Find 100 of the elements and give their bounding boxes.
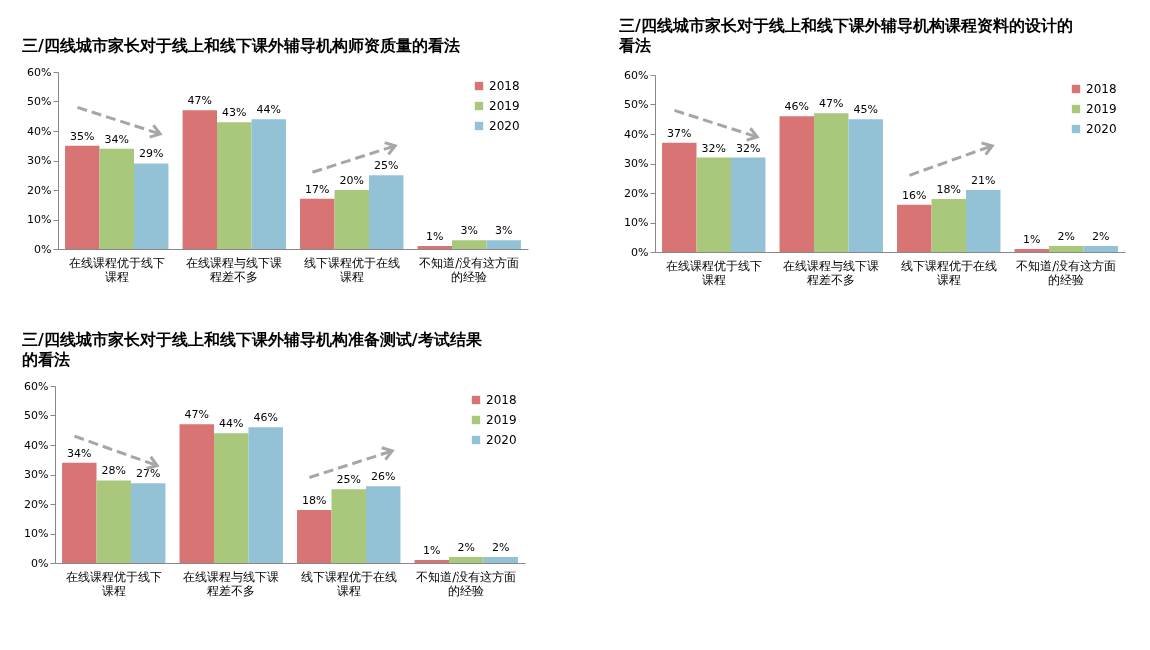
bar	[814, 113, 849, 252]
y-tick-label: 0%	[631, 245, 649, 259]
bar	[483, 557, 518, 563]
data-label: 43%	[222, 106, 247, 120]
bar	[217, 122, 252, 249]
bar	[365, 486, 401, 563]
y-tick-label: 60%	[624, 68, 649, 82]
x-tick-label: 线下课程优于在线课程	[300, 569, 397, 598]
bar	[417, 246, 453, 249]
data-label: 2%	[1091, 230, 1110, 244]
data-label: 3%	[494, 224, 513, 238]
bar	[486, 240, 521, 249]
x-tick-label: 在线课程优于线下课程	[665, 258, 762, 287]
legend-label: 2019	[486, 413, 517, 427]
x-tick-label: 线下课程优于在线课程	[900, 258, 997, 287]
bar	[62, 462, 97, 563]
x-tick-label: 在线课程与线下课程差不多	[183, 569, 280, 598]
data-label: 34%	[67, 446, 92, 460]
bar	[99, 148, 134, 249]
y-tick-label: 0%	[34, 242, 52, 256]
bar	[214, 433, 249, 563]
bar	[179, 424, 215, 563]
data-label: 18%	[302, 493, 327, 507]
bar	[65, 145, 100, 249]
legend-label: 2020	[1086, 122, 1117, 136]
data-label: 32%	[735, 141, 761, 155]
x-tick-label: 不知道/没有这方面的经验	[419, 255, 520, 284]
legend-label: 2020	[489, 119, 520, 133]
data-label: 26%	[370, 470, 396, 484]
bar	[297, 509, 332, 563]
data-label: 27%	[135, 467, 161, 481]
data-label: 37%	[667, 126, 692, 140]
bar	[331, 489, 366, 563]
y-tick-label: 50%	[24, 409, 49, 422]
bar	[897, 204, 932, 252]
y-tick-label: 50%	[624, 98, 649, 111]
data-label: 17%	[305, 182, 330, 196]
bar	[368, 175, 404, 249]
data-label: 18%	[936, 182, 961, 196]
data-label: 47%	[184, 408, 210, 422]
bar	[251, 119, 286, 249]
y-tick-label: 20%	[24, 497, 49, 511]
bar	[130, 483, 166, 563]
data-label: 25%	[373, 159, 399, 173]
data-label: 32%	[701, 141, 726, 155]
data-label: 1%	[423, 544, 441, 558]
bar	[931, 198, 966, 252]
data-label: 2%	[1057, 230, 1075, 244]
legend-label: 2018	[486, 393, 517, 407]
bar	[334, 190, 369, 249]
x-tick-label: 在线课程优于线下课程	[68, 255, 165, 284]
data-label: 44%	[219, 417, 244, 431]
y-tick-label: 60%	[27, 65, 52, 79]
bar	[449, 557, 484, 563]
bar	[1014, 249, 1050, 252]
y-tick-label: 40%	[624, 127, 649, 141]
legend-label: 2019	[489, 99, 520, 113]
data-label: 45%	[853, 103, 878, 117]
bar	[965, 190, 1001, 252]
y-tick-label: 60%	[24, 379, 49, 393]
y-tick-label: 10%	[27, 213, 52, 226]
y-tick-label: 10%	[624, 216, 649, 229]
chart-title: 三/四线城市家长对于线上和线下课外辅导机构准备测试/考试结果的看法	[22, 330, 483, 369]
y-tick-label: 30%	[624, 157, 649, 170]
bar	[848, 119, 883, 252]
y-tick-label: 20%	[624, 186, 649, 200]
data-label: 2%	[457, 541, 475, 555]
y-tick-label: 40%	[27, 124, 52, 138]
bar	[730, 157, 766, 252]
y-tick-label: 30%	[27, 154, 52, 167]
data-label: 35%	[70, 129, 95, 143]
bar	[452, 240, 487, 249]
data-label: 44%	[256, 103, 281, 117]
data-label: 28%	[101, 464, 126, 478]
data-label: 3%	[460, 224, 478, 238]
data-label: 47%	[819, 97, 844, 111]
y-tick-label: 20%	[27, 183, 52, 197]
bar	[662, 142, 697, 252]
bar	[414, 560, 450, 563]
y-tick-label: 50%	[27, 95, 52, 108]
y-tick-label: 30%	[24, 468, 49, 481]
bar	[96, 480, 131, 563]
bar	[300, 198, 335, 249]
y-tick-label: 40%	[24, 438, 49, 452]
chart-title: 三/四线城市家长对于线上和线下课外辅导机构师资质量的看法	[22, 36, 460, 55]
y-tick-label: 10%	[24, 527, 49, 540]
data-label: 46%	[253, 411, 278, 425]
chart-title: 三/四线城市家长对于线上和线下课外辅导机构课程资料的设计的看法	[618, 16, 1073, 55]
legend-label: 2018	[489, 79, 520, 93]
data-label: 47%	[187, 94, 213, 108]
y-tick-label: 0%	[31, 556, 49, 570]
bar	[182, 110, 218, 249]
bar	[248, 427, 283, 563]
bar	[1049, 246, 1084, 252]
data-label: 34%	[104, 132, 129, 146]
legend-label: 2018	[1086, 82, 1117, 96]
data-label: 16%	[902, 188, 927, 202]
data-label: 21%	[970, 174, 996, 188]
x-tick-label: 在线课程与线下课程差不多	[783, 258, 880, 287]
x-tick-label: 不知道/没有这方面的经验	[1016, 258, 1117, 287]
